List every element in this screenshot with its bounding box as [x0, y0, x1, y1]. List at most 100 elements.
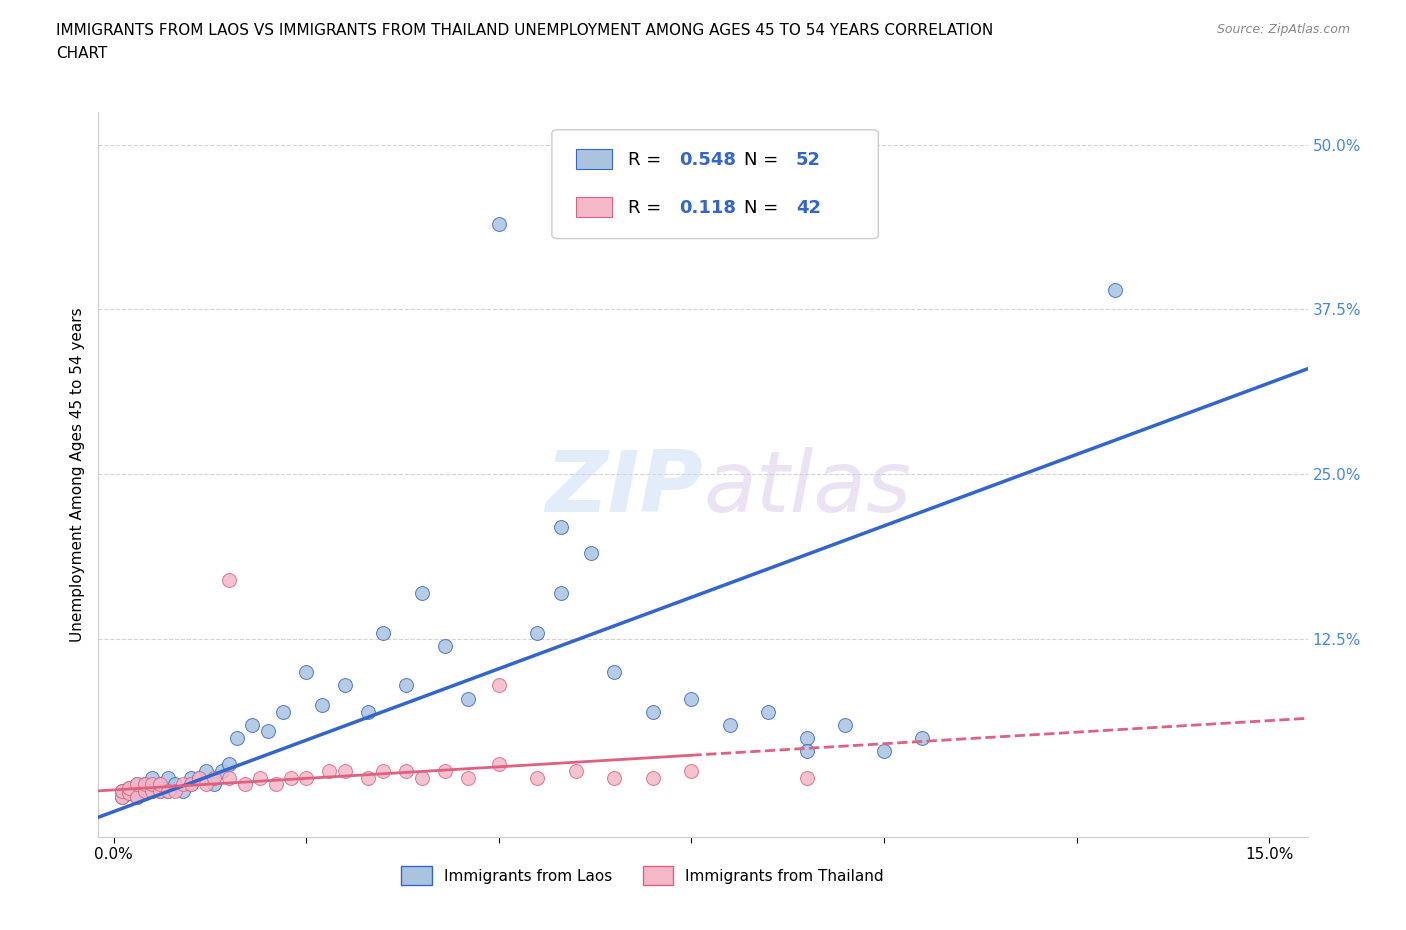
- Point: [149, 783, 172, 798]
- Point: [834, 717, 856, 732]
- Point: [257, 724, 280, 739]
- Point: [134, 786, 156, 801]
- Point: [488, 757, 510, 772]
- Point: [218, 757, 240, 772]
- Text: N =: N =: [744, 199, 785, 217]
- Point: [149, 777, 172, 791]
- Point: [318, 764, 340, 778]
- Point: [242, 717, 264, 732]
- Point: [550, 586, 572, 601]
- Point: [796, 744, 818, 759]
- Point: [395, 678, 418, 693]
- Point: [156, 783, 179, 798]
- Text: IMMIGRANTS FROM LAOS VS IMMIGRANTS FROM THAILAND UNEMPLOYMENT AMONG AGES 45 TO 5: IMMIGRANTS FROM LAOS VS IMMIGRANTS FROM …: [56, 23, 994, 38]
- Point: [202, 777, 225, 791]
- Point: [134, 783, 156, 798]
- Point: [180, 770, 202, 785]
- Point: [411, 586, 433, 601]
- Text: R =: R =: [628, 199, 673, 217]
- Point: [110, 783, 132, 798]
- Point: [165, 777, 187, 791]
- Point: [603, 770, 626, 785]
- Point: [141, 783, 163, 798]
- Point: [280, 770, 302, 785]
- Point: [125, 777, 148, 791]
- Point: [218, 770, 240, 785]
- Text: CHART: CHART: [56, 46, 108, 60]
- Point: [118, 786, 141, 801]
- Point: [249, 770, 271, 785]
- Point: [172, 777, 194, 791]
- FancyBboxPatch shape: [576, 150, 613, 169]
- Point: [411, 770, 433, 785]
- Point: [488, 678, 510, 693]
- Text: 52: 52: [796, 152, 821, 169]
- FancyBboxPatch shape: [576, 197, 613, 217]
- Point: [211, 764, 233, 778]
- Point: [134, 777, 156, 791]
- Point: [311, 698, 333, 712]
- Point: [195, 764, 218, 778]
- Point: [433, 638, 456, 653]
- Point: [526, 770, 548, 785]
- Point: [681, 691, 703, 706]
- Point: [357, 770, 380, 785]
- Point: [295, 770, 318, 785]
- Point: [141, 777, 163, 791]
- Point: [796, 770, 818, 785]
- Point: [681, 764, 703, 778]
- Point: [565, 764, 588, 778]
- Text: Source: ZipAtlas.com: Source: ZipAtlas.com: [1216, 23, 1350, 36]
- Point: [373, 764, 395, 778]
- Point: [873, 744, 896, 759]
- Point: [110, 783, 132, 798]
- Point: [233, 777, 256, 791]
- Point: [195, 777, 218, 791]
- Point: [603, 665, 626, 680]
- Point: [187, 770, 209, 785]
- Point: [718, 717, 741, 732]
- Point: [550, 520, 572, 535]
- Point: [180, 777, 202, 791]
- Legend: Immigrants from Laos, Immigrants from Thailand: Immigrants from Laos, Immigrants from Th…: [395, 860, 890, 891]
- Point: [526, 625, 548, 640]
- Point: [118, 786, 141, 801]
- Point: [758, 704, 780, 719]
- Text: ZIP: ZIP: [546, 447, 703, 530]
- Point: [457, 770, 479, 785]
- FancyBboxPatch shape: [551, 130, 879, 239]
- Point: [156, 770, 179, 785]
- Y-axis label: Unemployment Among Ages 45 to 54 years: Unemployment Among Ages 45 to 54 years: [69, 307, 84, 642]
- Point: [796, 731, 818, 746]
- Point: [110, 790, 132, 804]
- Point: [187, 770, 209, 785]
- Point: [156, 783, 179, 798]
- Text: 42: 42: [796, 199, 821, 217]
- Point: [295, 665, 318, 680]
- Point: [149, 783, 172, 798]
- Point: [110, 790, 132, 804]
- Point: [141, 770, 163, 785]
- Point: [180, 777, 202, 791]
- Point: [433, 764, 456, 778]
- Point: [911, 731, 934, 746]
- Point: [125, 790, 148, 804]
- Point: [333, 678, 356, 693]
- Point: [149, 777, 172, 791]
- Point: [641, 704, 664, 719]
- Point: [357, 704, 380, 719]
- Text: N =: N =: [744, 152, 785, 169]
- Point: [333, 764, 356, 778]
- Point: [226, 731, 249, 746]
- Point: [118, 781, 141, 796]
- Text: atlas: atlas: [703, 447, 911, 530]
- Text: 0.118: 0.118: [679, 199, 735, 217]
- Point: [581, 546, 603, 561]
- Point: [125, 790, 148, 804]
- Text: 0.548: 0.548: [679, 152, 735, 169]
- Point: [202, 770, 225, 785]
- Point: [118, 781, 141, 796]
- Point: [125, 777, 148, 791]
- Point: [134, 777, 156, 791]
- Point: [373, 625, 395, 640]
